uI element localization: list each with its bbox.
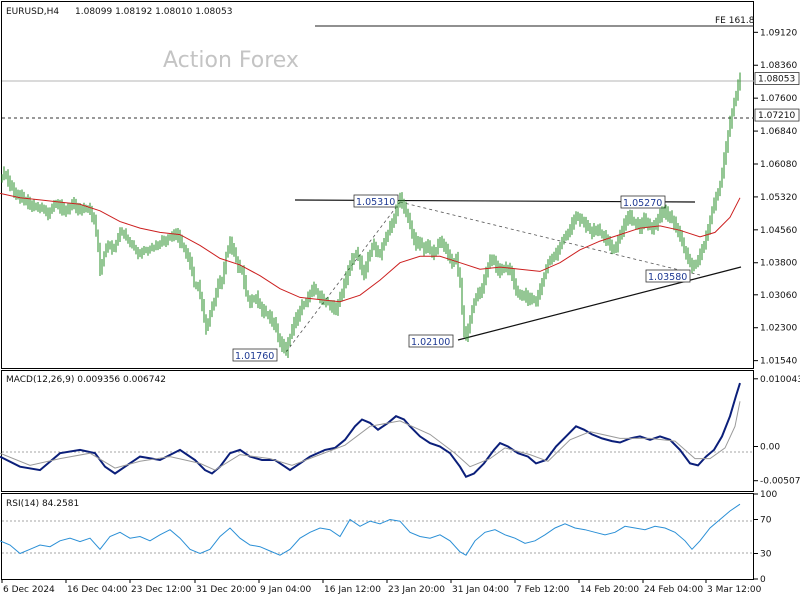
swing-label-box-3: [408, 334, 454, 348]
x-tick-label: 31 Jan 04:00: [452, 585, 509, 595]
macd-line: [0, 382, 741, 479]
price-tick: 1.04560: [760, 226, 797, 236]
swing-label-box-5: [645, 269, 691, 283]
x-tick-label: 16 Dec 04:00: [67, 585, 128, 595]
axis-ticks: 1.09120 1.08360 1.07600 1.06840 1.06080 1.053…: [1, 28, 800, 595]
rsi-label: RSI(14) 84.2581: [6, 499, 79, 509]
moving-average-line: [0, 192, 741, 303]
watermark: Action Forex: [163, 48, 299, 73]
price-tick: 1.05320: [760, 193, 797, 203]
x-tick-label: 24 Feb 04:00: [644, 585, 703, 595]
swing-label-box-4: [620, 195, 666, 209]
price-tick: 1.03800: [760, 259, 797, 269]
swing-label-box-2: [353, 194, 399, 208]
price-tick: 1.08360: [760, 61, 797, 71]
rsi-tick: 70: [760, 516, 772, 526]
level-tag: 1.07210: [758, 111, 795, 121]
swing-label-4: 1.05270: [623, 198, 662, 209]
x-tick-label: 31 Dec 20:00: [196, 585, 257, 595]
x-tick-label: 9 Jan 04:00: [260, 585, 312, 595]
macd-tick: 0.010043: [760, 375, 800, 385]
ohlc-readout: 1.08099 1.08192 1.08010 1.08053: [75, 7, 232, 17]
swing-label-2: 1.05310: [356, 197, 395, 208]
x-tick-label: 14 Feb 20:00: [580, 585, 639, 595]
rsi-tick: 0: [760, 575, 766, 585]
macd-tick: -0.005072: [760, 477, 800, 487]
x-tick-label: 3 Mar 12:00: [707, 585, 762, 595]
swing-label-1: 1.01760: [235, 351, 274, 362]
rsi-line: [0, 503, 741, 556]
rising-trendline: [457, 266, 742, 341]
price-tick: 1.06080: [760, 160, 797, 170]
swing-label-5: 1.03580: [648, 272, 687, 283]
level-tag-box: [754, 108, 800, 122]
current-price-tag-box: [754, 72, 800, 85]
price-candles: [1, 72, 741, 358]
fe-label: FE 161.8: [715, 16, 755, 26]
price-tick: 1.06840: [760, 127, 797, 137]
price-tick: 1.09120: [760, 28, 797, 38]
swing-label-3: 1.02100: [411, 337, 450, 348]
macd-label: MACD(12,26,9) 0.009356 0.006742: [6, 375, 166, 385]
symbol-label: EURUSD,H4: [6, 7, 59, 17]
rsi-tick: 100: [760, 490, 777, 500]
swing-label-box-1: [232, 348, 278, 362]
x-tick-label: 23 Jan 20:00: [388, 585, 445, 595]
macd-panel-frame: [1, 370, 754, 492]
macd-tick: 0.00: [760, 443, 780, 453]
macd-signal-line: [0, 401, 741, 471]
price-panel-frame: [1, 1, 754, 369]
x-tick-label: 7 Feb 12:00: [516, 585, 570, 595]
price-tick: 1.07600: [760, 94, 797, 104]
rsi-panel-frame: [1, 493, 754, 580]
x-tick-label: 23 Dec 12:00: [131, 585, 192, 595]
ascending-dashed-line: [285, 201, 401, 353]
price-tick: 1.01540: [760, 357, 797, 367]
price-tick: 1.03060: [760, 291, 797, 301]
x-tick-label: 6 Dec 2024: [3, 585, 55, 595]
price-tick: 1.02300: [760, 324, 797, 334]
rsi-tick: 30: [760, 550, 772, 560]
x-tick-label: 16 Jan 12:00: [324, 585, 381, 595]
current-price-tag: 1.08053: [758, 75, 795, 85]
